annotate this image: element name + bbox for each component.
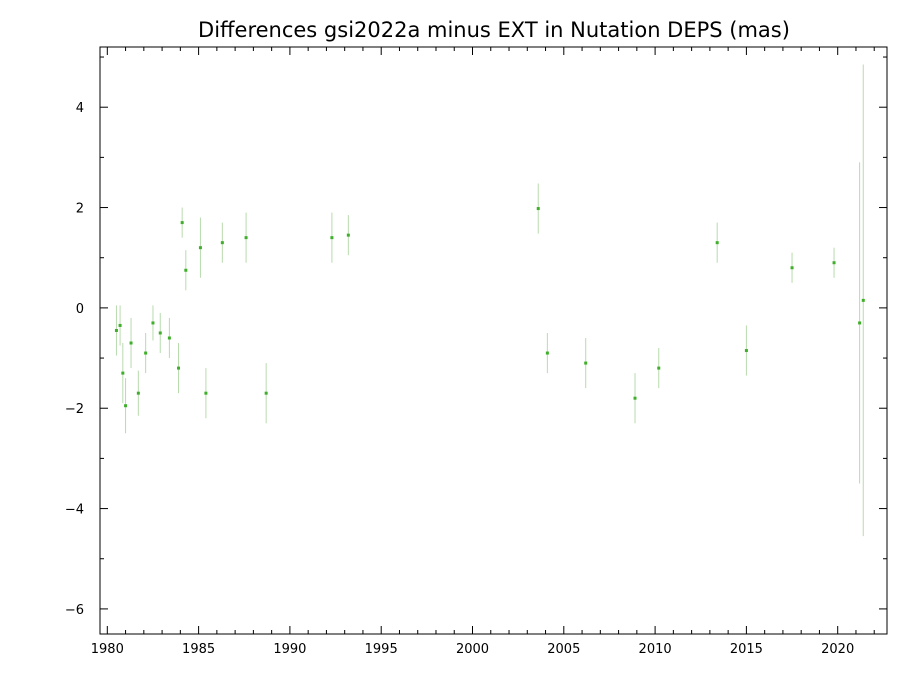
- data-point: [858, 321, 862, 325]
- x-tick-label: 1995: [365, 642, 398, 657]
- x-tick-label: 1985: [182, 642, 215, 657]
- x-tick-label: 2015: [730, 642, 763, 657]
- y-tick-label: −2: [65, 402, 84, 417]
- x-tick-label: 2020: [821, 642, 854, 657]
- y-tick-label: 4: [76, 101, 84, 116]
- data-point: [158, 331, 162, 335]
- data-point: [346, 233, 350, 237]
- data-point: [198, 246, 202, 250]
- data-point: [151, 321, 155, 325]
- y-tick-label: 2: [76, 202, 84, 217]
- y-tick-label: 0: [76, 302, 84, 317]
- data-point: [584, 361, 588, 365]
- data-point: [180, 221, 184, 225]
- x-tick-label: 2005: [547, 642, 580, 657]
- data-point: [129, 341, 133, 345]
- data-point: [167, 336, 171, 340]
- data-point: [124, 404, 128, 408]
- data-point: [790, 266, 794, 270]
- data-point: [633, 396, 637, 400]
- data-point: [744, 349, 748, 353]
- data-point: [184, 268, 188, 272]
- y-tick-label: −6: [65, 603, 84, 618]
- y-tick-label: −4: [65, 503, 84, 518]
- x-tick-label: 2000: [456, 642, 489, 657]
- data-point: [545, 351, 549, 355]
- data-point: [715, 241, 719, 245]
- data-point: [144, 351, 148, 355]
- x-tick-label: 1980: [91, 642, 124, 657]
- chart-title: Differences gsi2022a minus EXT in Nutati…: [198, 18, 790, 42]
- axis-ticks-layer: 1980 1985 1990 1995 2000 2005 2010 2015 2020 −6 −4…: [65, 47, 887, 657]
- x-tick-label: 1990: [273, 642, 306, 657]
- data-point: [244, 236, 248, 240]
- error-bars-layer: [115, 64, 864, 537]
- data-point: [204, 391, 208, 395]
- data-point: [121, 371, 125, 375]
- data-point: [136, 391, 140, 395]
- plot-frame: [99, 46, 888, 635]
- data-point: [220, 241, 224, 245]
- data-point: [657, 366, 661, 370]
- data-point: [264, 391, 268, 395]
- data-point: [861, 298, 865, 302]
- data-point: [177, 366, 181, 370]
- data-point: [114, 328, 118, 332]
- data-point: [536, 207, 540, 211]
- data-point: [330, 236, 334, 240]
- data-point: [118, 323, 122, 327]
- data-points-layer: [114, 207, 865, 408]
- x-tick-label: 2010: [639, 642, 672, 657]
- data-point: [832, 261, 836, 265]
